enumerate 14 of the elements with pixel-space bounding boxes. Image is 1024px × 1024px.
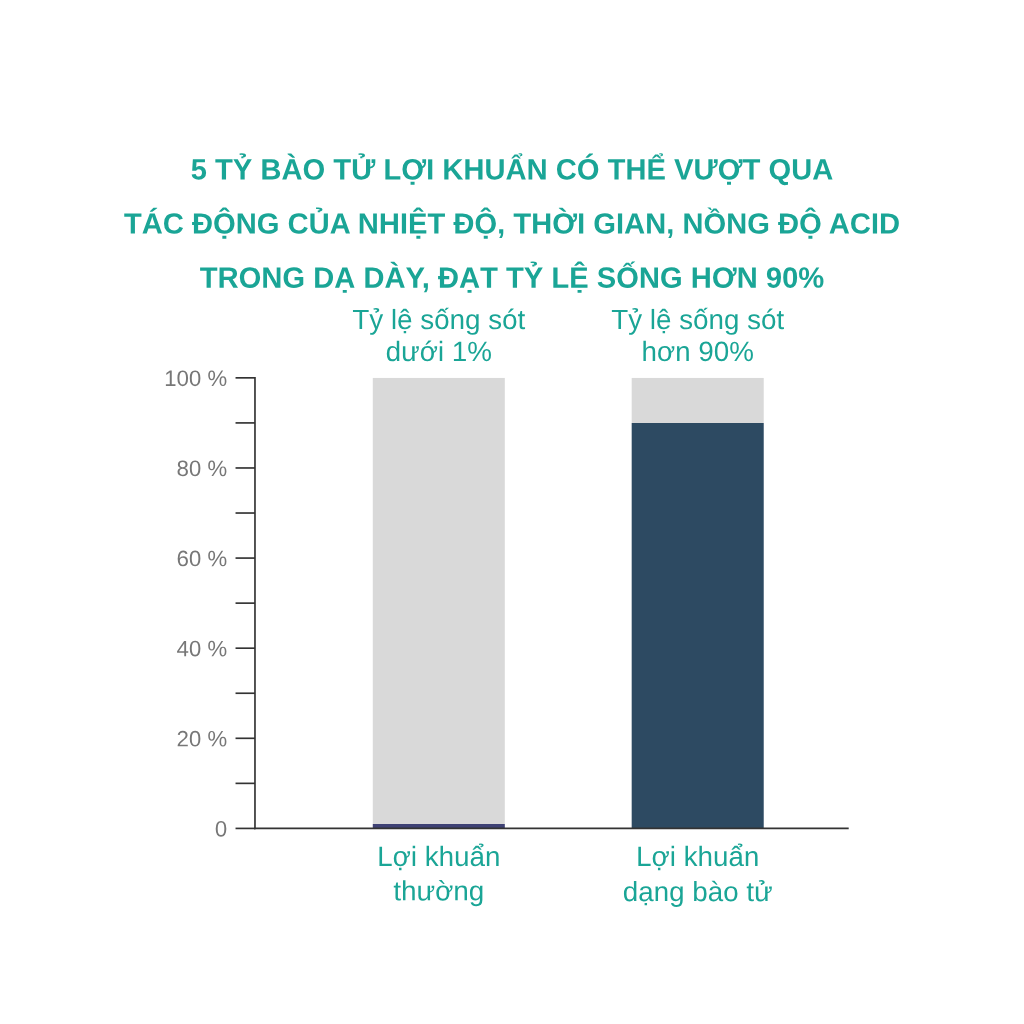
- bar: [631, 377, 764, 423]
- bar: [372, 377, 505, 824]
- bar: [631, 422, 764, 829]
- y-tick-label: 100 %: [165, 370, 227, 387]
- y-tick-label: 20 %: [177, 730, 227, 747]
- x-tick-label: Lợi khuẩn thường: [379, 843, 499, 907]
- annotation: Tỷ lệ sống sót dưới 1%: [352, 307, 526, 362]
- x-tick-label: Lợi khuẩn dạng bào tử: [623, 843, 772, 907]
- annotation: Tỷ lệ sống sót hơn 90%: [611, 307, 784, 362]
- y-tick-label: 80 %: [177, 460, 227, 477]
- y-tick-label: 40 %: [177, 640, 227, 657]
- y-tick-label: 60 %: [177, 550, 227, 567]
- chart-title: 5 TỶ BÀO TỬ LỢI KHUẨN CÓ THỂ VƯỢT QUA TÁC ĐỘNG CỦA NHIỆT ĐỘ, THỜI GIAN, NỒNG ĐỘ ACID TRONG DẠ DÀY, ĐẠT TỶ LỆ SỐNG HƠN 90%: [124, 153, 899, 293]
- y-tick-label: 0: [215, 820, 227, 837]
